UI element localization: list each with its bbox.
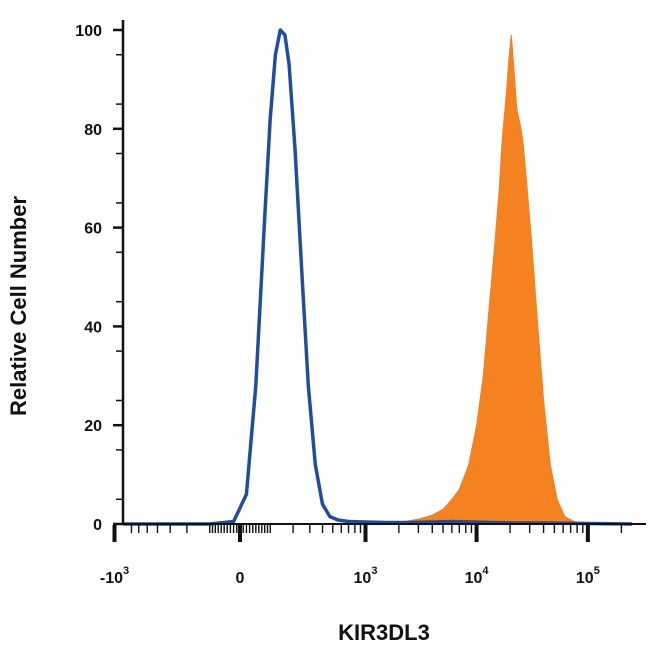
y-tick-label: 60: [84, 221, 102, 238]
y-tick-label: 80: [84, 122, 102, 139]
x-tick-label: 0: [236, 570, 245, 587]
y-axis-title: Relative Cell Number: [6, 196, 31, 417]
y-tick-label: 40: [84, 319, 102, 336]
x-tick-label: 103: [354, 565, 378, 587]
x-axis-title: KIR3DL3: [338, 620, 430, 645]
x-tick-label: 104: [465, 565, 490, 587]
y-ticks: 0 20 40 60 80 100: [75, 23, 123, 534]
axes-layer: [121, 20, 646, 525]
x-tick-label: 105: [576, 565, 600, 587]
series-layer: [123, 28, 646, 526]
x-ticks: -103 0 103 104 105: [100, 525, 623, 587]
series-line-histogram: [123, 28, 633, 526]
y-tick-label: 100: [75, 23, 102, 40]
y-tick-label: 0: [93, 517, 102, 534]
y-tick-label: 20: [84, 418, 102, 435]
x-tick-label: -103: [100, 565, 129, 587]
series-filled-histogram: [123, 34, 646, 525]
